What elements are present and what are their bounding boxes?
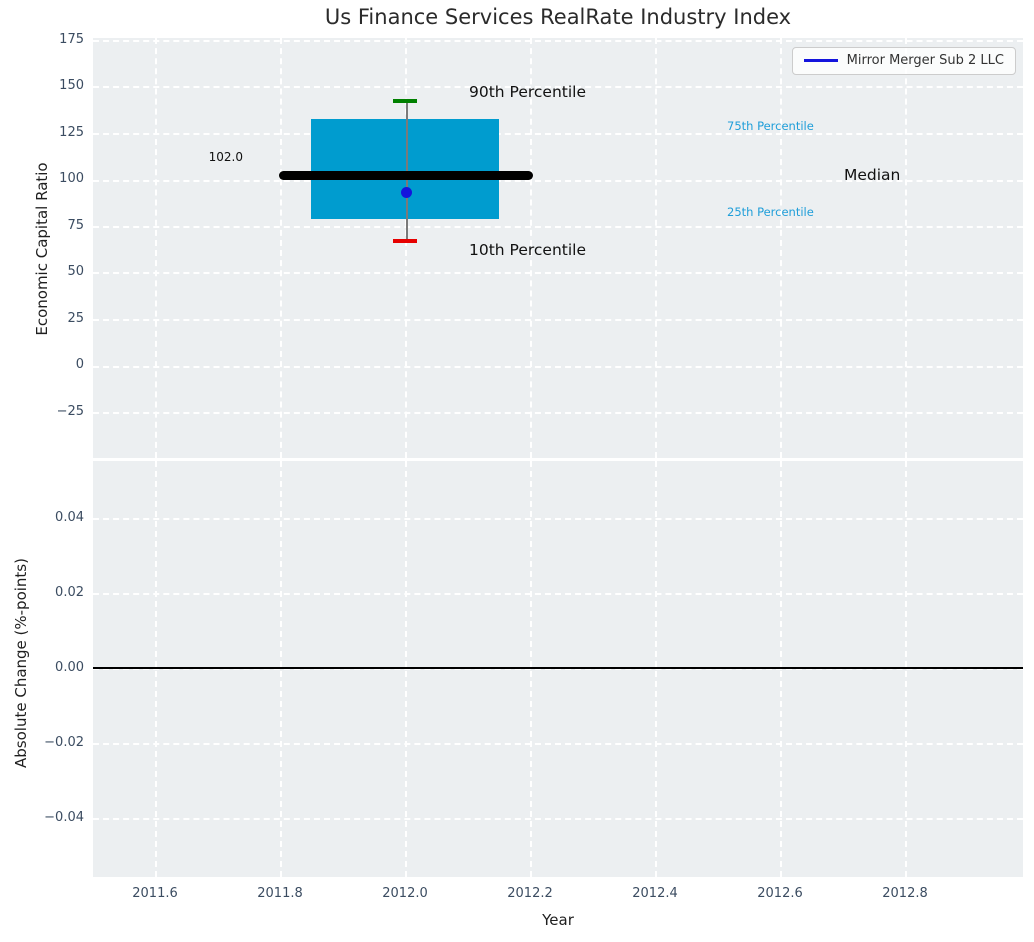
- gridline: [405, 38, 407, 458]
- ytick: −0.04: [44, 810, 84, 825]
- xtick: 2012.0: [382, 886, 428, 901]
- xtick: 2011.6: [132, 886, 178, 901]
- gridline: [93, 818, 1023, 820]
- legend-label: Mirror Merger Sub 2 LLC: [846, 53, 1004, 68]
- gridline: [93, 319, 1023, 321]
- gridline: [93, 518, 1023, 520]
- legend-line-icon: [803, 59, 838, 62]
- gridline: [93, 133, 1023, 135]
- ytick: 0.04: [55, 510, 84, 525]
- median-annotation: Median: [844, 166, 901, 184]
- gridline: [530, 461, 532, 877]
- median-line: [279, 171, 533, 180]
- gridline: [280, 38, 282, 458]
- ytick: 75: [67, 218, 84, 233]
- gridline: [93, 180, 1023, 182]
- gridline: [780, 461, 782, 877]
- gridline: [93, 593, 1023, 595]
- ytick: 0: [75, 357, 84, 372]
- top-y-axis-label: Economic Capital Ratio: [33, 162, 51, 336]
- legend: Mirror Merger Sub 2 LLC: [791, 47, 1016, 75]
- gridline: [93, 272, 1023, 274]
- gridline: [93, 86, 1023, 88]
- ytick: 175: [59, 32, 84, 47]
- gridline: [905, 461, 907, 877]
- gridline: [405, 461, 407, 877]
- gridline: [93, 366, 1023, 368]
- xtick: 2012.4: [632, 886, 678, 901]
- ytick: 125: [59, 125, 84, 140]
- p10-cap: [393, 239, 417, 243]
- gridline: [280, 461, 282, 877]
- x-axis-label: Year: [542, 911, 574, 929]
- median-value-label: 102.0: [208, 150, 243, 164]
- ytick: 25: [67, 311, 84, 326]
- xtick: 2012.6: [757, 886, 803, 901]
- xtick: 2012.2: [507, 886, 553, 901]
- gridline: [655, 38, 657, 458]
- p75-annotation: 75th Percentile: [727, 119, 814, 133]
- p25-annotation: 25th Percentile: [727, 205, 814, 219]
- ytick: 100: [59, 171, 84, 186]
- gridline: [93, 743, 1023, 745]
- xtick: 2011.8: [257, 886, 303, 901]
- chart-title: Us Finance Services RealRate Industry In…: [324, 5, 792, 29]
- bottom-y-axis-label: Absolute Change (%-points): [12, 558, 30, 768]
- gridline: [655, 461, 657, 877]
- p90-cap: [393, 99, 417, 103]
- gridline: [93, 40, 1023, 42]
- ytick: 0.02: [55, 585, 84, 600]
- xtick: 2012.8: [882, 886, 928, 901]
- gridline: [155, 461, 157, 877]
- gridline: [780, 38, 782, 458]
- ytick: 150: [59, 78, 84, 93]
- ytick: −25: [56, 404, 84, 419]
- gridline: [530, 38, 532, 458]
- gridline: [93, 668, 1023, 670]
- p90-annotation: 90th Percentile: [469, 83, 587, 101]
- p10-annotation: 10th Percentile: [469, 241, 587, 259]
- gridline: [905, 38, 907, 458]
- gridline: [155, 38, 157, 458]
- zero-reference-line: [93, 667, 1023, 669]
- gridline: [93, 412, 1023, 414]
- gridline: [93, 226, 1023, 228]
- bottom-plot-area: [93, 461, 1023, 877]
- percentile-box: [311, 119, 499, 219]
- ytick: 50: [67, 264, 84, 279]
- company-data-point: [401, 187, 412, 198]
- ytick: −0.02: [44, 735, 84, 750]
- ytick: 0.00: [55, 660, 84, 675]
- top-plot-area: 90th Percentile 10th Percentile 75th Per…: [93, 38, 1023, 458]
